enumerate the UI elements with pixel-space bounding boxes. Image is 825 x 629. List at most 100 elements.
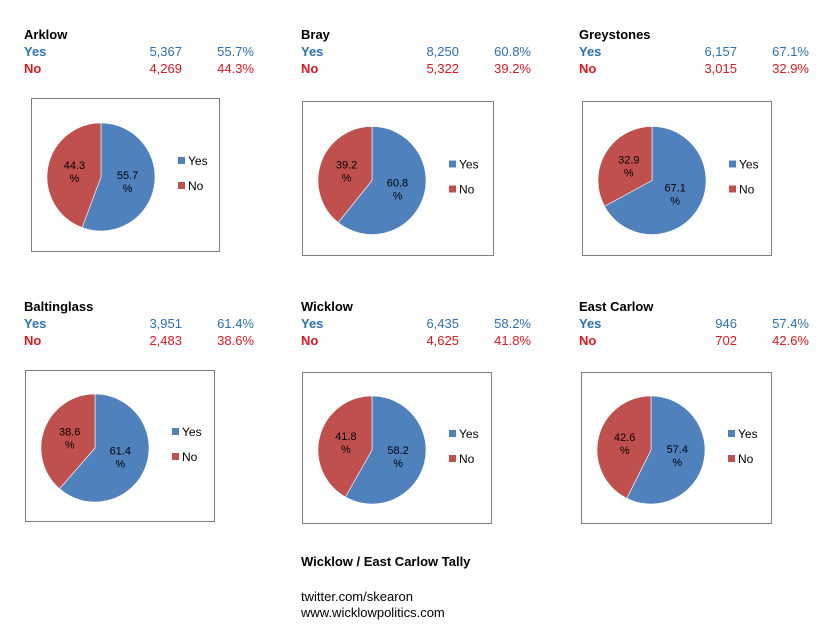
- pie-data-label: 32.9%: [618, 155, 639, 180]
- result-row-no: No 4,625 41.8%: [301, 333, 531, 349]
- result-count: 4,625: [426, 333, 459, 348]
- result-label: No: [301, 333, 319, 348]
- legend-swatch-yes: [449, 430, 456, 437]
- result-row-yes: Yes 3,951 61.4%: [24, 316, 254, 332]
- result-count: 8,250: [426, 44, 459, 59]
- result-label: Yes: [579, 44, 602, 59]
- pie-slice-no: [317, 126, 373, 223]
- result-percent: 55.7%: [217, 44, 254, 59]
- result-percent: 58.2%: [494, 316, 531, 331]
- result-percent: 61.4%: [217, 316, 254, 331]
- legend-swatch-no: [729, 185, 736, 193]
- pie-chart-box: 57.4% 42.6% Yes No: [581, 372, 772, 524]
- result-row-yes: Yes 6,435 58.2%: [301, 316, 531, 332]
- result-row-no: No 2,483 38.6%: [24, 333, 254, 349]
- legend-label: Yes: [459, 158, 479, 172]
- pie-data-label: 55.7%: [117, 170, 138, 195]
- result-label: No: [579, 61, 597, 76]
- pie-slice-no: [46, 122, 102, 228]
- pie-data-label: 38.6%: [59, 427, 80, 452]
- result-count: 3,951: [149, 316, 182, 331]
- pie-data-label: 60.8%: [387, 177, 408, 202]
- pie-chart-box: 55.7% 44.3% Yes No: [31, 98, 220, 252]
- result-percent: 41.8%: [494, 333, 531, 348]
- legend-swatch-yes: [729, 160, 736, 168]
- region-title: Bray: [301, 27, 330, 42]
- region-title: Greystones: [579, 27, 651, 42]
- result-percent: 44.3%: [217, 61, 254, 76]
- region-title: East Carlow: [579, 299, 654, 314]
- pie-data-label: 44.3%: [64, 160, 85, 185]
- result-percent: 38.6%: [217, 333, 254, 348]
- pie-slice-yes: [81, 122, 156, 232]
- result-percent: 60.8%: [494, 44, 531, 59]
- result-count: 946: [715, 316, 737, 331]
- pie-data-label: 58.2%: [387, 445, 408, 470]
- pie-chart: 67.1 % 32.9 % Yes No: [597, 126, 759, 235]
- pie-chart-box: 60.8% 39.2% Yes No: [302, 101, 494, 256]
- pie-slice-yes: [337, 126, 427, 235]
- legend-swatch-no: [178, 182, 185, 189]
- pie-data-label: 61.4%: [110, 445, 131, 470]
- result-percent: 57.4%: [772, 316, 809, 331]
- result-percent: 32.9%: [772, 61, 809, 76]
- result-percent: 39.2%: [494, 61, 531, 76]
- legend-label: Yes: [459, 427, 479, 441]
- pie-chart: 57.4 % 42.6 % Yes No: [596, 395, 758, 505]
- result-row-no: No 702 42.6%: [579, 333, 809, 349]
- result-row-no: No 4,269 44.3%: [24, 61, 254, 77]
- result-label: No: [301, 61, 319, 76]
- pie-slice-no: [317, 395, 373, 498]
- legend-label: Yes: [739, 158, 759, 172]
- legend-swatch-no: [728, 455, 735, 462]
- footer-website[interactable]: www.wicklowpolitics.com: [301, 605, 445, 620]
- footer-twitter[interactable]: twitter.com/skearon: [301, 589, 413, 604]
- pie-slice-yes: [626, 395, 706, 505]
- result-count: 6,435: [426, 316, 459, 331]
- pie-slice-yes: [604, 126, 707, 235]
- result-count: 6,157: [704, 44, 737, 59]
- legend-swatch-yes: [178, 157, 185, 164]
- result-count: 702: [715, 333, 737, 348]
- result-row-yes: Yes 6,157 67.1%: [579, 44, 809, 60]
- legend-swatch-no: [449, 185, 456, 193]
- legend-label: No: [739, 183, 755, 197]
- pie-slice-no: [596, 395, 652, 499]
- result-label: No: [24, 333, 42, 348]
- legend-label: Yes: [182, 425, 202, 439]
- legend-label: No: [738, 452, 754, 466]
- result-percent: 67.1%: [772, 44, 809, 59]
- result-label: Yes: [579, 316, 602, 331]
- pie-chart-box: 61.4% 38.6% Yes No: [25, 370, 215, 522]
- pie-chart: 58.2 % 41.8 % Yes No: [317, 395, 479, 505]
- legend-label: Yes: [188, 154, 208, 168]
- result-label: Yes: [301, 44, 324, 59]
- result-count: 5,367: [149, 44, 182, 59]
- result-count: 3,015: [704, 61, 737, 76]
- pie-chart: 61.4 % 38.6 % Yes No: [40, 393, 202, 503]
- result-row-yes: Yes 946 57.4%: [579, 316, 809, 332]
- result-label: Yes: [24, 44, 47, 59]
- result-count: 4,269: [149, 61, 182, 76]
- pie-chart-box: 67.1% 32.9% Yes No: [582, 101, 772, 256]
- result-label: No: [24, 61, 42, 76]
- result-count: 2,483: [149, 333, 182, 348]
- result-row-yes: Yes 8,250 60.8%: [301, 44, 531, 60]
- pie-data-label: 39.2%: [336, 160, 357, 185]
- legend-label: No: [182, 450, 198, 464]
- legend-swatch-no: [449, 455, 456, 462]
- pie-data-label: 41.8%: [335, 431, 356, 456]
- pie-data-label: 42.6%: [614, 432, 635, 457]
- pie-data-label: 57.4%: [667, 444, 688, 469]
- legend-swatch-yes: [728, 430, 735, 437]
- legend-swatch-no: [172, 453, 179, 460]
- result-row-no: No 5,322 39.2%: [301, 61, 531, 77]
- legend-label: No: [188, 179, 204, 193]
- result-count: 5,322: [426, 61, 459, 76]
- result-label: Yes: [24, 316, 47, 331]
- pie-chart: 60.8 % 39.2 % Yes No: [317, 126, 479, 235]
- pie-slice-no: [40, 393, 96, 490]
- pie-slice-yes: [344, 395, 427, 505]
- result-row-yes: Yes 5,367 55.7%: [24, 44, 254, 60]
- legend-swatch-yes: [449, 160, 456, 168]
